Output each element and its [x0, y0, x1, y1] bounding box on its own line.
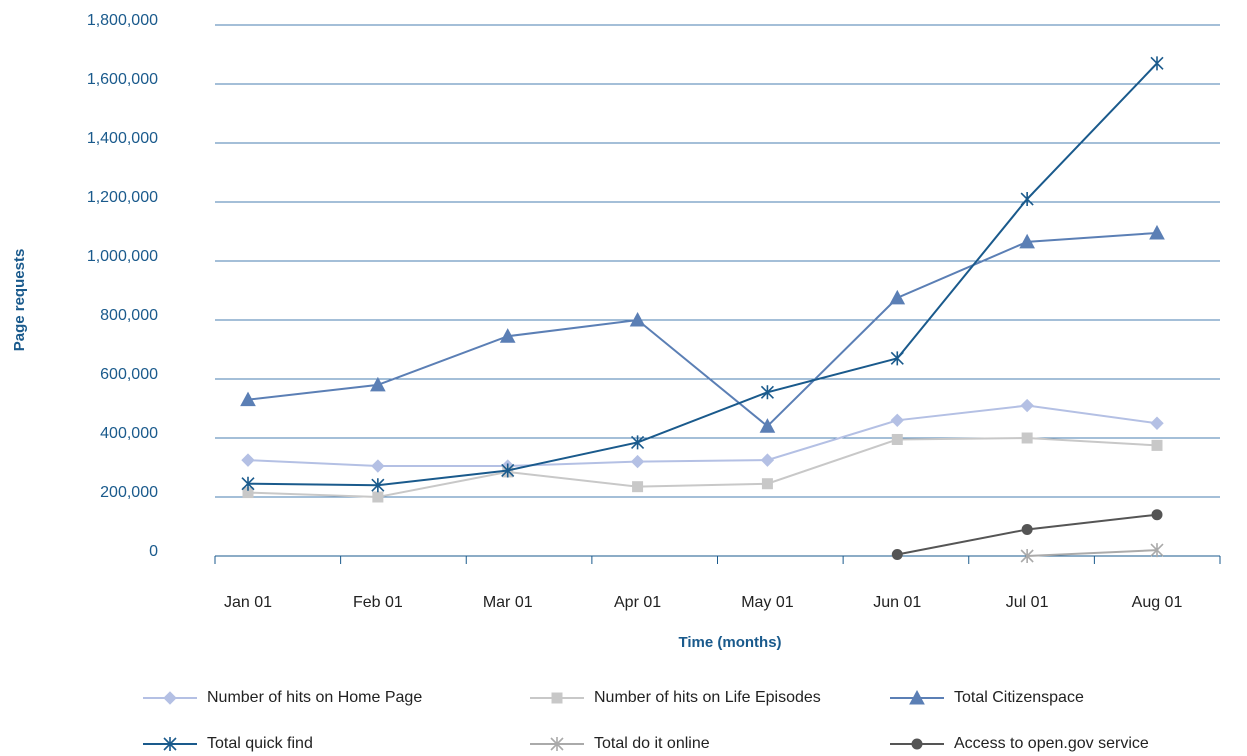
data-point: [1149, 224, 1165, 240]
y-axis-label: Page requests: [11, 249, 28, 352]
x-tick-label: May 01: [741, 594, 794, 611]
series-line: [1027, 549, 1158, 557]
data-point: [890, 413, 904, 428]
data-point: [240, 391, 256, 407]
data-point: [241, 476, 255, 491]
data-point: [1150, 543, 1164, 558]
series-line: [247, 231, 1158, 428]
legend-label: Number of hits on Life Episodes: [594, 689, 821, 706]
data-point: [1020, 398, 1034, 413]
y-tick-label: 400,000: [100, 425, 158, 442]
data-point: [629, 311, 646, 327]
x-tick-label: Jan 01: [224, 594, 272, 611]
data-point: [759, 418, 776, 433]
y-tick-label: 200,000: [100, 484, 158, 501]
x-axis-label: Time (months): [678, 634, 781, 651]
legend-marker: [551, 692, 563, 704]
data-point: [370, 376, 386, 392]
data-point: [630, 454, 645, 469]
data-point: [761, 478, 773, 490]
legend-label: Total Citizenspace: [954, 689, 1084, 706]
data-point: [889, 289, 906, 305]
legend-label: Total do it online: [594, 735, 710, 752]
x-tick-label: Aug 01: [1132, 594, 1183, 611]
y-tick-label: 1,400,000: [87, 130, 158, 147]
data-point: [1020, 549, 1034, 563]
legend-marker: [911, 738, 923, 750]
data-point: [371, 478, 385, 493]
y-tick-label: 800,000: [100, 307, 158, 324]
y-tick-label: 1,200,000: [87, 189, 158, 206]
data-point: [1020, 192, 1034, 207]
legend-label: Number of hits on Home Page: [207, 689, 422, 706]
data-point: [1150, 416, 1164, 430]
x-tick-label: Feb 01: [353, 594, 403, 611]
data-point: [1151, 509, 1163, 521]
y-tick-label: 600,000: [100, 366, 158, 383]
legend-marker: [163, 691, 177, 705]
data-point: [890, 351, 904, 366]
data-point: [372, 491, 384, 503]
y-tick-label: 1,800,000: [87, 12, 158, 29]
data-point: [760, 453, 775, 467]
data-point: [501, 463, 515, 478]
data-point: [1021, 432, 1033, 444]
data-point: [891, 549, 903, 561]
data-point: [499, 328, 516, 343]
data-point: [1151, 439, 1163, 451]
x-tick-label: Mar 01: [483, 594, 533, 611]
data-point: [632, 481, 644, 493]
legend-marker: [163, 737, 177, 751]
series-line: [247, 62, 1158, 487]
data-point: [241, 453, 255, 467]
series-line: [247, 404, 1158, 468]
legend-marker: [550, 737, 564, 751]
data-point: [1150, 56, 1164, 71]
series-line: [247, 436, 1158, 499]
y-tick-label: 1,600,000: [87, 71, 158, 88]
legend-label: Access to open.gov service: [954, 735, 1149, 752]
x-tick-label: Apr 01: [614, 594, 661, 611]
legend-marker: [909, 689, 925, 705]
x-tick-label: Jul 01: [1006, 594, 1049, 611]
data-point: [891, 433, 903, 445]
y-tick-label: 1,000,000: [87, 248, 158, 265]
legend-label: Total quick find: [207, 735, 313, 752]
data-point: [760, 385, 774, 400]
x-tick-label: Jun 01: [873, 594, 921, 611]
y-tick-label: 0: [149, 543, 158, 560]
data-point: [631, 435, 645, 450]
data-point: [371, 459, 385, 473]
data-point: [1019, 233, 1035, 249]
data-point: [1021, 523, 1033, 535]
